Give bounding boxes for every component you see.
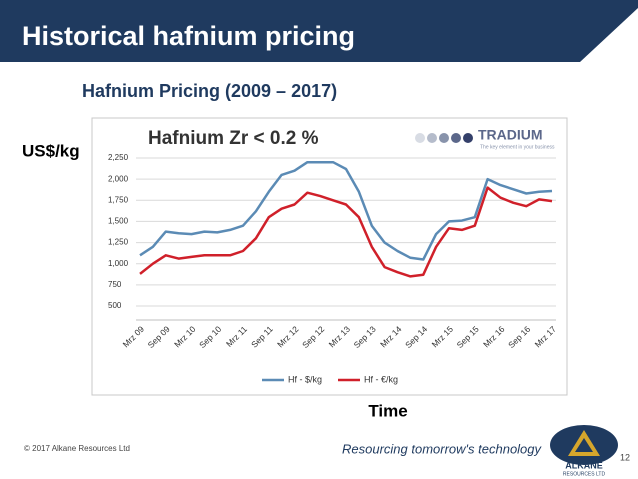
y-tick-label: 1,000 [108, 259, 129, 268]
slide-subtitle: Hafnium Pricing (2009 – 2017) [82, 81, 337, 101]
logo-sub: RESOURCES LTD [563, 471, 606, 477]
x-unit: Time [368, 401, 407, 420]
legend-label: Hf - $/kg [288, 374, 322, 384]
page-number: 12 [620, 452, 630, 462]
logo-name: ALKANE [565, 460, 603, 470]
header-bar [0, 0, 638, 62]
company-logo [550, 425, 618, 465]
y-tick-label: 500 [108, 301, 122, 310]
y-unit: US$/kg [22, 141, 80, 160]
y-tick-label: 2,000 [108, 174, 129, 183]
y-tick-label: 2,250 [108, 153, 129, 162]
source-tagline: The key element in your business [480, 144, 555, 150]
series-line [139, 186, 553, 278]
y-tick-label: 750 [108, 280, 122, 289]
y-tick-label: 1,750 [108, 195, 129, 204]
chart-title: Hafnium Zr < 0.2 % [148, 128, 319, 149]
tagline: Resourcing tomorrow's technology [342, 441, 543, 456]
source-logo-dots [415, 133, 473, 143]
slide-title: Historical hafnium pricing [22, 21, 355, 51]
y-tick-label: 1,250 [108, 238, 129, 247]
series-line [139, 160, 553, 261]
source-logo: TRADIUM [478, 127, 543, 143]
legend-label: Hf - €/kg [364, 374, 398, 384]
y-tick-label: 1,500 [108, 217, 129, 226]
copyright: © 2017 Alkane Resources Ltd [24, 444, 130, 453]
